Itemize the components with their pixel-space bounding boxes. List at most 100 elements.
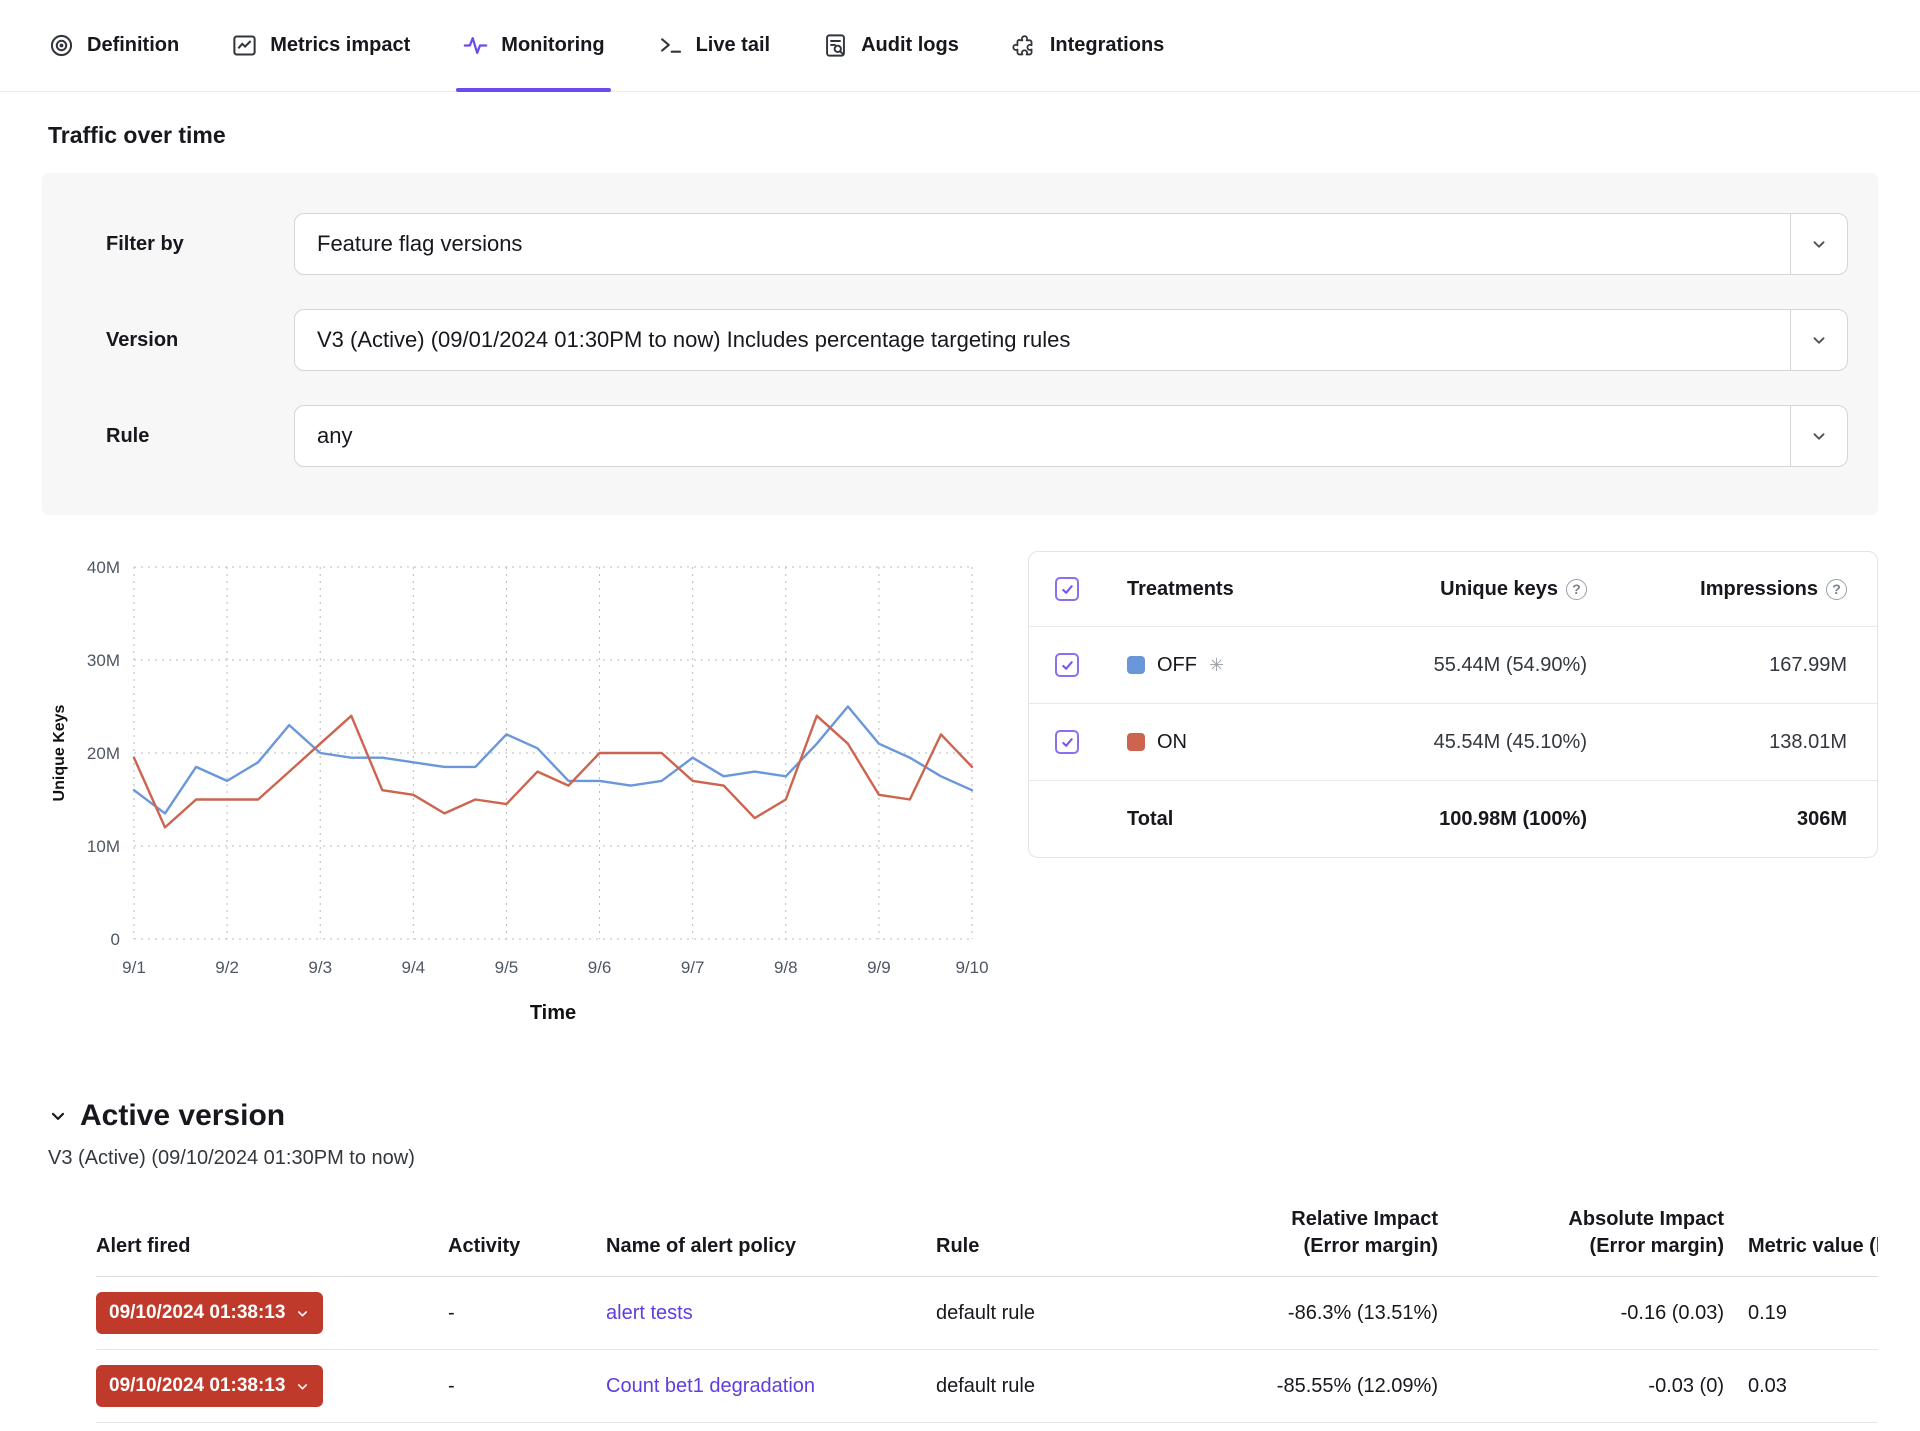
- traffic-line-chart: 0 10M 20M 30M 40M 9/1 9/2 9/3 9/4 9/5 9/6 9/7 9/8 9/9…: [51, 558, 989, 1024]
- active-version-title: Active version: [80, 1099, 286, 1132]
- svg-text:9/4: 9/4: [402, 958, 426, 977]
- relative-impact-cell: -85.55% (12.09%): [1162, 1349, 1462, 1423]
- activity-cell: -: [448, 1422, 606, 1431]
- metric-value-cell: 0.19: [1748, 1276, 1878, 1350]
- tab-bar: Definition Metrics impact Monitoring Liv…: [0, 0, 1920, 92]
- col-policy: Name of alert policy: [606, 1196, 936, 1277]
- tab-label: Metrics impact: [270, 34, 411, 56]
- rule-value: any: [317, 423, 353, 448]
- activity-cell: -: [448, 1349, 606, 1423]
- svg-text:9/6: 9/6: [588, 958, 612, 977]
- tab-live-tail[interactable]: Live tail: [657, 0, 770, 91]
- metric-value-cell: 0.03: [1748, 1422, 1878, 1431]
- audit-logs-icon: [822, 32, 849, 59]
- on-series-swatch: [1127, 733, 1145, 751]
- tab-audit-logs[interactable]: Audit logs: [822, 0, 959, 91]
- svg-text:20M: 20M: [87, 744, 120, 763]
- rule-label: Rule: [106, 424, 150, 447]
- absolute-impact-cell: -0.16 (0.03): [1462, 1276, 1748, 1350]
- col-alert-fired: Alert fired: [96, 1196, 448, 1277]
- tab-label: Audit logs: [861, 34, 959, 56]
- rule-cell: default rule: [936, 1276, 1162, 1350]
- metrics-impact-icon: [231, 32, 258, 59]
- select-divider: [1790, 214, 1791, 274]
- tab-label: Monitoring: [501, 34, 605, 56]
- tab-label: Integrations: [1049, 34, 1165, 56]
- filter-by-label: Filter by: [106, 232, 184, 255]
- help-icon[interactable]: ?: [1826, 578, 1847, 600]
- svg-text:40M: 40M: [87, 558, 120, 577]
- tab-definition[interactable]: Definition: [48, 0, 179, 91]
- chevron-down-icon: [1791, 233, 1847, 255]
- svg-text:9/5: 9/5: [495, 958, 519, 977]
- svg-text:9/2: 9/2: [215, 958, 239, 977]
- collapse-chevron-icon: [48, 1106, 68, 1126]
- tab-monitoring[interactable]: Monitoring: [456, 0, 611, 92]
- version-value: V3 (Active) (09/01/2024 01:30PM to now) …: [317, 327, 1071, 352]
- treatment-off-checkbox[interactable]: [1055, 653, 1079, 677]
- header-line1: Relative Impact: [1291, 1208, 1438, 1230]
- version-select[interactable]: V3 (Active) (09/01/2024 01:30PM to now) …: [294, 309, 1848, 371]
- alert-row: 09/10/2024 01:38:13 - Count bet1 degrada…: [96, 1349, 1878, 1423]
- filter-by-row: Filter by Feature flag versions: [106, 213, 1848, 275]
- treatment-name: OFF ✳: [1127, 654, 1267, 677]
- chevron-down-icon: [1791, 329, 1847, 351]
- alert-fired-badge[interactable]: 09/10/2024 01:38:13: [96, 1292, 324, 1334]
- chevron-down-icon: [298, 1383, 308, 1389]
- help-icon[interactable]: ?: [1566, 578, 1587, 600]
- monitoring-icon: [462, 32, 489, 59]
- treatments-total-row: Total 100.98M (100%) 306M: [1029, 780, 1877, 857]
- treatment-label: OFF: [1157, 653, 1197, 676]
- metric-value-cell: 0.03: [1748, 1349, 1878, 1423]
- tab-metrics-impact[interactable]: Metrics impact: [231, 0, 410, 91]
- live-tail-icon: [657, 32, 684, 59]
- off-series-swatch: [1127, 656, 1145, 674]
- definition-icon: [48, 32, 75, 59]
- version-row: Version V3 (Active) (09/01/2024 01:30PM …: [106, 309, 1848, 371]
- tab-integrations[interactable]: Integrations: [1011, 0, 1164, 91]
- page-title: Traffic over time: [48, 122, 226, 148]
- tab-label: Definition: [87, 34, 180, 56]
- total-label: Total: [1127, 807, 1174, 830]
- treatment-on-checkbox[interactable]: [1055, 730, 1079, 754]
- alert-policy-link[interactable]: Count bet1 degradation: [606, 1374, 816, 1397]
- unique-keys-value: 55.44M (54.90%): [1433, 653, 1587, 676]
- alerts-table-wrap: Alert fired Activity Name of alert polic…: [96, 1196, 1878, 1431]
- treatment-name: ON: [1127, 731, 1267, 754]
- alerts-table: Alert fired Activity Name of alert polic…: [96, 1196, 1878, 1431]
- unique-keys-label: Unique keys: [1440, 577, 1558, 600]
- chevron-down-icon: [1791, 425, 1847, 447]
- tab-label: Live tail: [695, 34, 771, 56]
- rule-cell: default rule: [936, 1349, 1162, 1423]
- unique-keys-header: Unique keys ?: [1267, 578, 1587, 601]
- alert-policy-link[interactable]: alert tests: [606, 1301, 693, 1324]
- svg-text:9/1: 9/1: [122, 958, 146, 977]
- svg-text:30M: 30M: [87, 651, 120, 670]
- col-relative-impact: Relative Impact (Error margin): [1162, 1196, 1462, 1277]
- rule-cell: default rule: [936, 1422, 1162, 1431]
- treatments-select-all-checkbox[interactable]: [1055, 577, 1079, 601]
- alert-row: 09/10/2024 01:46:53 - Custom metrics ale…: [96, 1422, 1878, 1431]
- select-divider: [1790, 406, 1791, 466]
- filter-by-select[interactable]: Feature flag versions: [294, 213, 1848, 275]
- treatments-table: Treatments Unique keys ? Impressions ? O…: [1028, 551, 1878, 858]
- integrations-icon: [1011, 32, 1038, 59]
- active-version-header[interactable]: Active version: [48, 1099, 1878, 1133]
- absolute-impact-cell: -0.03 (0): [1462, 1422, 1748, 1431]
- relative-impact-cell: -86.3% (13.51%): [1162, 1276, 1462, 1350]
- svg-text:0: 0: [111, 930, 120, 949]
- chevron-down-icon: [298, 1310, 308, 1316]
- total-unique-keys: 100.98M (100%): [1439, 807, 1587, 830]
- alert-fired-timestamp: 09/10/2024 01:38:13: [109, 1375, 286, 1396]
- svg-text:9/7: 9/7: [681, 958, 705, 977]
- alert-fired-badge[interactable]: 09/10/2024 01:38:13: [96, 1365, 324, 1407]
- default-treatment-icon: ✳: [1209, 654, 1225, 675]
- treatments-header-row: Treatments Unique keys ? Impressions ?: [1029, 552, 1877, 626]
- version-label: Version: [106, 328, 179, 351]
- svg-text:9/8: 9/8: [774, 958, 798, 977]
- activity-cell: -: [448, 1276, 606, 1350]
- rule-select[interactable]: any: [294, 405, 1848, 467]
- impressions-header: Impressions ?: [1587, 578, 1847, 601]
- col-metric-value: Metric value (basel: [1748, 1196, 1878, 1277]
- col-activity: Activity: [448, 1196, 606, 1277]
